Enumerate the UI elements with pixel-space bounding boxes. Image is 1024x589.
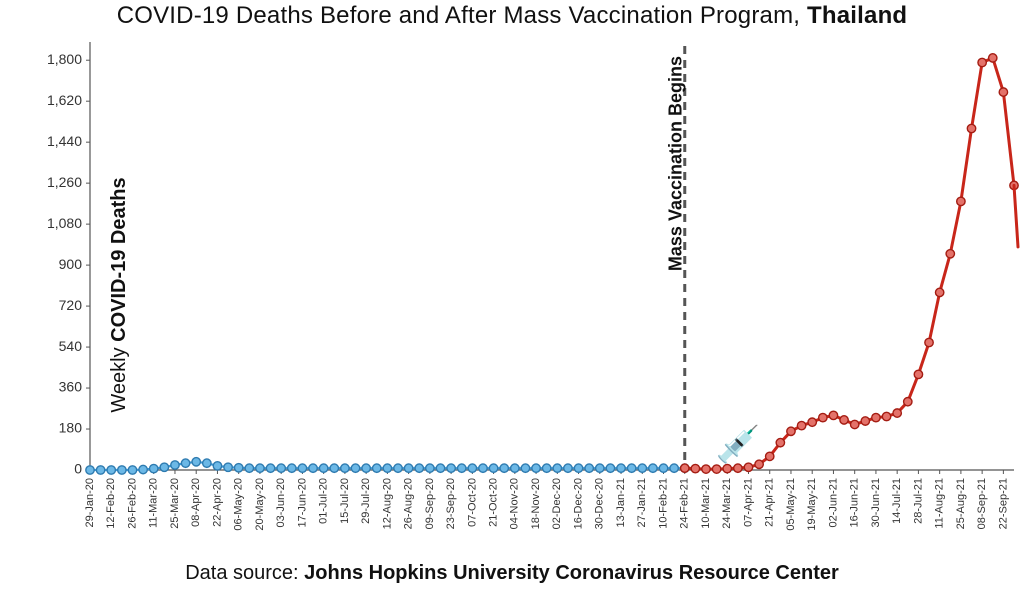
svg-text:22-Apr-20: 22-Apr-20 xyxy=(211,478,223,527)
data-source-footer: Data source: Johns Hopkins University Co… xyxy=(0,562,1024,585)
svg-text:14-Jul-21: 14-Jul-21 xyxy=(891,478,903,524)
svg-text:01-Jul-20: 01-Jul-20 xyxy=(318,478,330,524)
svg-text:1,440: 1,440 xyxy=(47,133,82,149)
svg-text:25-Aug-21: 25-Aug-21 xyxy=(955,478,967,529)
svg-text:19-May-21: 19-May-21 xyxy=(806,478,818,531)
svg-text:07-Oct-20: 07-Oct-20 xyxy=(466,478,478,527)
svg-text:09-Sep-20: 09-Sep-20 xyxy=(424,478,436,529)
svg-text:18-Nov-20: 18-Nov-20 xyxy=(530,478,542,529)
svg-text:1,080: 1,080 xyxy=(47,215,82,231)
svg-text:02-Dec-20: 02-Dec-20 xyxy=(551,478,563,529)
svg-text:16-Dec-20: 16-Dec-20 xyxy=(572,478,584,529)
svg-text:1,260: 1,260 xyxy=(47,174,82,190)
svg-text:30-Dec-20: 30-Dec-20 xyxy=(594,478,606,529)
svg-text:21-Oct-20: 21-Oct-20 xyxy=(487,478,499,527)
svg-text:16-Jun-21: 16-Jun-21 xyxy=(849,478,861,528)
svg-text:10-Mar-21: 10-Mar-21 xyxy=(700,478,712,529)
svg-text:13-Jan-21: 13-Jan-21 xyxy=(615,478,627,528)
svg-text:06-May-20: 06-May-20 xyxy=(233,478,245,531)
footer-bold: Johns Hopkins University Coronavirus Res… xyxy=(304,562,839,584)
svg-text:0: 0 xyxy=(74,461,82,477)
svg-text:720: 720 xyxy=(59,297,83,313)
svg-text:22-Sep-21: 22-Sep-21 xyxy=(997,478,1009,529)
svg-text:1,620: 1,620 xyxy=(47,92,82,108)
svg-text:03-Jun-20: 03-Jun-20 xyxy=(275,478,287,528)
svg-text:12-Aug-20: 12-Aug-20 xyxy=(381,478,393,529)
svg-text:29-Jan-20: 29-Jan-20 xyxy=(84,478,96,528)
svg-text:180: 180 xyxy=(59,420,83,436)
svg-text:360: 360 xyxy=(59,379,83,395)
svg-text:02-Jun-21: 02-Jun-21 xyxy=(827,478,839,528)
svg-text:540: 540 xyxy=(59,338,83,354)
svg-text:11-Mar-20: 11-Mar-20 xyxy=(148,478,160,528)
svg-text:29-Jul-20: 29-Jul-20 xyxy=(360,478,372,524)
svg-text:Mass Vaccination Begins: Mass Vaccination Begins xyxy=(666,56,686,271)
svg-text:08-Apr-20: 08-Apr-20 xyxy=(190,478,202,527)
svg-text:12-Feb-20: 12-Feb-20 xyxy=(105,478,117,529)
svg-text:30-Jun-21: 30-Jun-21 xyxy=(870,478,882,528)
svg-text:05-May-21: 05-May-21 xyxy=(785,478,797,531)
chart-svg: 0 180 360 540 720 900 1,080 1,260 1,440 1,620 1,80… xyxy=(0,0,1024,589)
footer-prefix: Data source: xyxy=(185,562,304,584)
svg-text:08-Sep-21: 08-Sep-21 xyxy=(976,478,988,529)
svg-text:28-Jul-21: 28-Jul-21 xyxy=(912,478,924,524)
svg-text:15-Jul-20: 15-Jul-20 xyxy=(339,478,351,524)
svg-text:900: 900 xyxy=(59,256,83,272)
svg-text:27-Jan-21: 27-Jan-21 xyxy=(636,478,648,528)
chart-container: COVID-19 Deaths Before and After Mass Va… xyxy=(0,0,1024,589)
svg-text:04-Nov-20: 04-Nov-20 xyxy=(509,478,521,529)
svg-text:21-Apr-21: 21-Apr-21 xyxy=(764,478,776,527)
svg-text:26-Feb-20: 26-Feb-20 xyxy=(126,478,138,529)
svg-text:1,800: 1,800 xyxy=(47,51,82,67)
svg-text:11-Aug-21: 11-Aug-21 xyxy=(934,478,946,529)
svg-text:26-Aug-20: 26-Aug-20 xyxy=(403,478,415,529)
svg-text:10-Feb-21: 10-Feb-21 xyxy=(657,478,669,529)
svg-text:07-Apr-21: 07-Apr-21 xyxy=(742,478,754,527)
svg-text:17-Jun-20: 17-Jun-20 xyxy=(296,478,308,528)
svg-text:24-Feb-21: 24-Feb-21 xyxy=(679,478,691,529)
syringe-icon: 💉 xyxy=(715,424,760,465)
svg-text:20-May-20: 20-May-20 xyxy=(254,478,266,531)
svg-text:23-Sep-20: 23-Sep-20 xyxy=(445,478,457,529)
svg-text:24-Mar-21: 24-Mar-21 xyxy=(721,478,733,529)
svg-text:25-Mar-20: 25-Mar-20 xyxy=(169,478,181,529)
